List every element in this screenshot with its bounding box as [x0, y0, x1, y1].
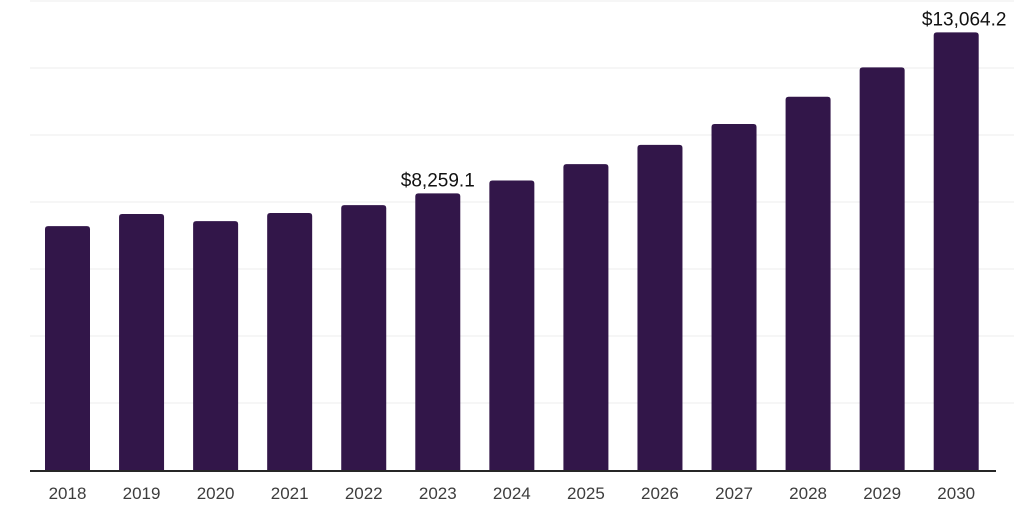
x-tick-label-2018: 2018	[49, 484, 87, 503]
bar-2025	[563, 164, 609, 470]
x-tick-label-2022: 2022	[345, 484, 383, 503]
x-tick-label-2029: 2029	[863, 484, 901, 503]
bar-2028	[785, 96, 831, 470]
x-tick-label-2025: 2025	[567, 484, 605, 503]
data-label-2030: $13,064.2	[922, 9, 1007, 30]
bar-2018	[45, 226, 90, 470]
bar-2021	[267, 213, 313, 470]
bar-2030	[933, 32, 979, 470]
x-tick-label-2030: 2030	[937, 484, 975, 503]
x-tick-label-2020: 2020	[197, 484, 235, 503]
bar-2019	[119, 214, 165, 470]
bar-2022	[341, 205, 387, 470]
x-tick-label-2023: 2023	[419, 484, 457, 503]
x-tick-label-2027: 2027	[715, 484, 753, 503]
x-tick-label-2021: 2021	[271, 484, 309, 503]
data-label-2023: $8,259.1	[401, 170, 475, 191]
x-tick-label-2026: 2026	[641, 484, 679, 503]
bar-2029	[859, 67, 905, 470]
x-tick-label-2028: 2028	[789, 484, 827, 503]
bar-2024	[489, 180, 535, 470]
x-tick-label-2019: 2019	[123, 484, 161, 503]
bar-2027	[711, 123, 757, 470]
bar-2020	[193, 221, 239, 470]
bar-2023	[415, 193, 461, 471]
bar-2026	[637, 144, 683, 470]
x-tick-label-2024: 2024	[493, 484, 531, 503]
